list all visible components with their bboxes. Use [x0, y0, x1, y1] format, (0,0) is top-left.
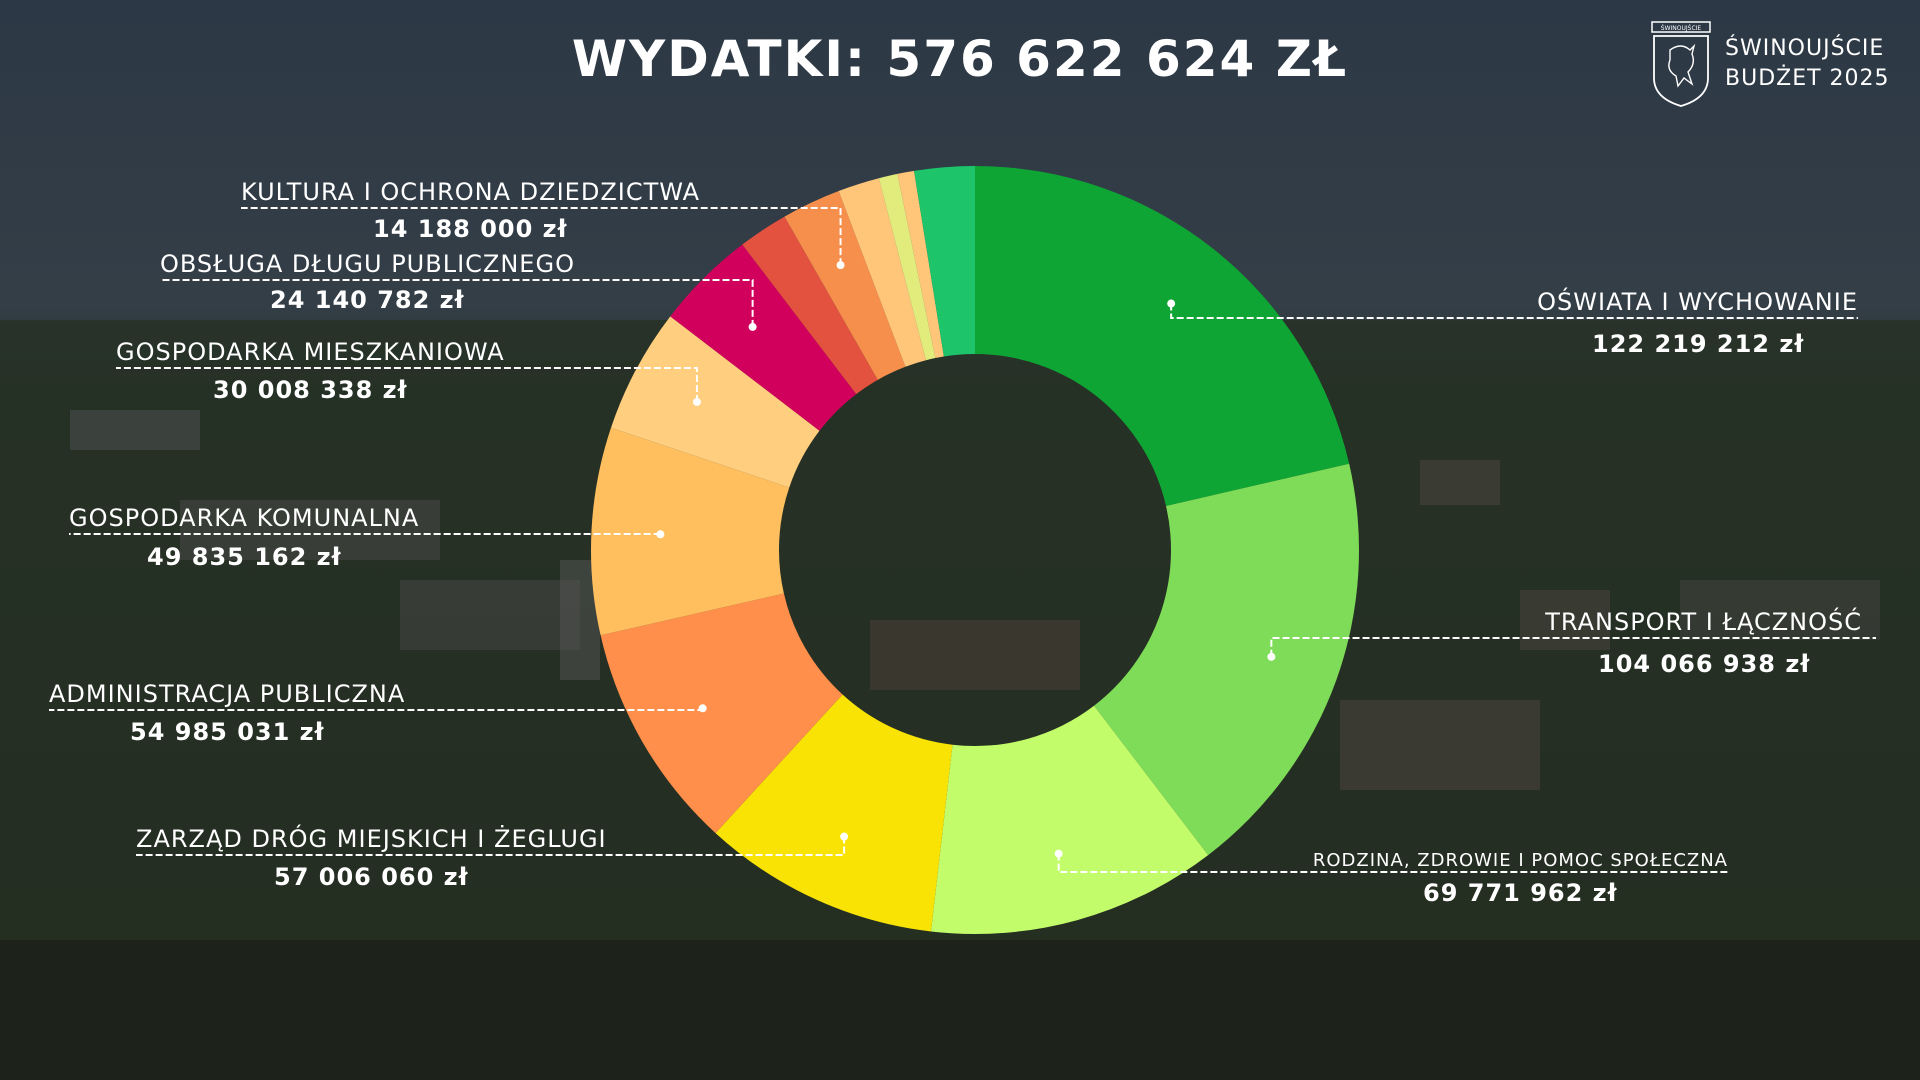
slice-value-2: 104 066 938 zł	[1598, 650, 1811, 678]
slice-label-5: ADMINISTRACJA PUBLICZNA	[49, 680, 406, 708]
donut-slice-12	[878, 173, 936, 361]
slice-label-3: RODZINA, ZDROWIE I POMOC SPOŁECZNA	[1312, 850, 1728, 871]
slice-value-10: 14 188 000 zł	[373, 215, 568, 243]
leader-dot-5	[698, 704, 707, 713]
slice-value-8: 24 140 782 zł	[270, 286, 465, 314]
leader-line-1	[1170, 303, 1858, 319]
leader-line-10	[241, 207, 842, 266]
leader-dot-1	[1167, 299, 1176, 308]
leader-dot-8	[748, 322, 757, 331]
brand-block: ŚWINOUJŚCIE ŚWINOUJŚCIE BUDŻET 2025	[1650, 20, 1900, 110]
slice-value-3: 69 771 962 zł	[1423, 879, 1618, 907]
donut-slice-5	[600, 593, 843, 834]
leader-dot-3	[1054, 849, 1063, 858]
page-title: WYDATKI: 576 622 624 ZŁ	[571, 30, 1349, 88]
donut-slice-9	[742, 216, 878, 395]
slice-value-1: 122 219 212 zł	[1592, 330, 1805, 358]
leader-line-2	[1270, 637, 1876, 657]
donut-slice-11	[838, 178, 926, 367]
donut-slice-3	[930, 705, 1209, 934]
leader-line-3	[1057, 853, 1728, 873]
slice-value-6: 49 835 162 zł	[147, 543, 342, 571]
donut-slice-13	[897, 170, 944, 359]
donut-slice-7	[610, 316, 820, 488]
donut-slice-8	[670, 244, 857, 431]
donut-slice-2	[1094, 463, 1359, 856]
svg-text:ŚWINOUJŚCIE: ŚWINOUJŚCIE	[1661, 25, 1702, 32]
slice-label-4: ZARZĄD DRÓG MIEJSKICH I ŻEGLUGI	[136, 825, 607, 853]
leader-dot-4	[840, 832, 849, 841]
leader-line-7	[116, 367, 698, 402]
leader-dot-2	[1267, 652, 1276, 661]
leader-dot-6	[656, 530, 665, 539]
slice-label-7: GOSPODARKA MIESZKANIOWA	[116, 338, 505, 366]
slice-value-7: 30 008 338 zł	[213, 376, 408, 404]
slice-label-2: TRANSPORT I ŁĄCZNOŚĆ	[1545, 608, 1862, 636]
donut-slice-4	[715, 694, 953, 932]
leader-line-4	[136, 836, 846, 856]
slice-label-1: OŚWIATA I WYCHOWANIE	[1537, 288, 1858, 316]
city-crest-icon: ŚWINOUJŚCIE	[1651, 21, 1711, 107]
leader-line-5	[49, 708, 704, 711]
brand-city-name: ŚWINOUJŚCIE	[1725, 36, 1885, 61]
slice-label-10: KULTURA I OCHRONA DZIEDZICTWA	[241, 178, 701, 206]
leader-line-8	[160, 279, 754, 327]
slice-label-8: OBSŁUGA DŁUGU PUBLICZNEGO	[160, 250, 575, 278]
slice-value-4: 57 006 060 zł	[274, 863, 469, 891]
brand-budget-year: BUDŻET 2025	[1725, 66, 1890, 91]
leader-dot-10	[836, 261, 845, 270]
leader-dot-7	[692, 397, 701, 406]
donut-slice-14	[914, 166, 975, 357]
slice-value-5: 54 985 031 zł	[130, 718, 325, 746]
donut-slice-10	[784, 191, 906, 380]
donut-slice-6	[591, 427, 790, 636]
slice-label-6: GOSPODARKA KOMUNALNA	[69, 504, 420, 532]
donut-slice-1	[975, 166, 1350, 506]
